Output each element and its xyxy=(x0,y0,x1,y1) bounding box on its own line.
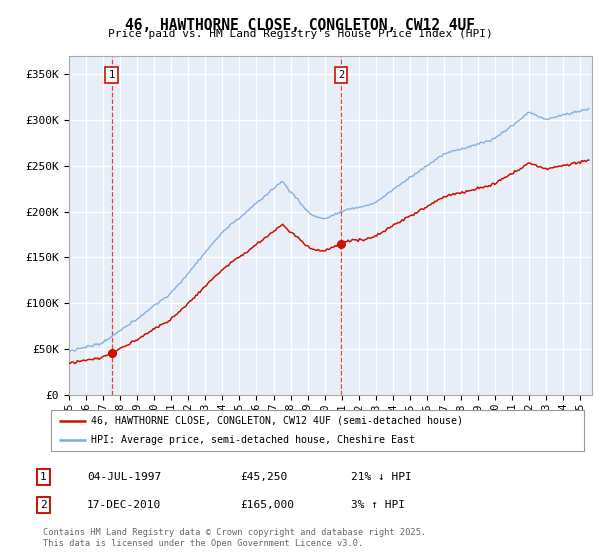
FancyBboxPatch shape xyxy=(51,410,584,451)
Text: £45,250: £45,250 xyxy=(240,472,287,482)
Text: 1: 1 xyxy=(40,472,47,482)
Text: 2: 2 xyxy=(40,500,47,510)
Text: 3% ↑ HPI: 3% ↑ HPI xyxy=(351,500,405,510)
Text: 17-DEC-2010: 17-DEC-2010 xyxy=(87,500,161,510)
Text: 04-JUL-1997: 04-JUL-1997 xyxy=(87,472,161,482)
Text: £165,000: £165,000 xyxy=(240,500,294,510)
Text: Price paid vs. HM Land Registry's House Price Index (HPI): Price paid vs. HM Land Registry's House … xyxy=(107,29,493,39)
Text: 46, HAWTHORNE CLOSE, CONGLETON, CW12 4UF (semi-detached house): 46, HAWTHORNE CLOSE, CONGLETON, CW12 4UF… xyxy=(91,416,463,426)
Text: 1: 1 xyxy=(109,70,115,80)
Text: HPI: Average price, semi-detached house, Cheshire East: HPI: Average price, semi-detached house,… xyxy=(91,435,415,445)
Text: 46, HAWTHORNE CLOSE, CONGLETON, CW12 4UF: 46, HAWTHORNE CLOSE, CONGLETON, CW12 4UF xyxy=(125,18,475,33)
Text: 2: 2 xyxy=(338,70,344,80)
Text: 21% ↓ HPI: 21% ↓ HPI xyxy=(351,472,412,482)
Text: Contains HM Land Registry data © Crown copyright and database right 2025.
This d: Contains HM Land Registry data © Crown c… xyxy=(43,528,427,548)
